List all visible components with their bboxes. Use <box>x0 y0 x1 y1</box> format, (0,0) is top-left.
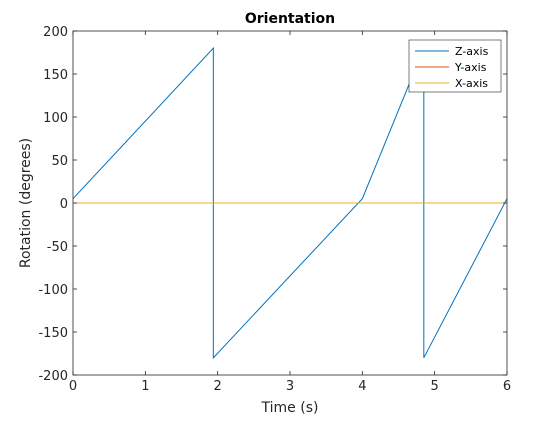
y-axis-label: Rotation (degrees) <box>18 138 34 268</box>
y-tick-label: 200 <box>43 25 68 40</box>
series-line-z-axis <box>72 46 508 360</box>
chart-title: Orientation <box>245 11 335 27</box>
x-ticks: 0 1 2 3 4 5 6 <box>69 31 511 394</box>
legend: Z-axis Y-axis X-axis <box>408 39 502 93</box>
plot-frame <box>72 30 508 376</box>
y-tick-label: -50 <box>47 240 68 255</box>
x-tick-label: 3 <box>286 379 294 394</box>
x-axis-label: Time (s) <box>261 400 319 416</box>
legend-label-x-axis: X-axis <box>455 77 488 90</box>
y-tick-label: -100 <box>38 283 68 298</box>
x-tick-label: 0 <box>69 379 77 394</box>
x-tick-label: 6 <box>503 379 511 394</box>
y-tick-label: 100 <box>43 111 68 126</box>
x-tick-label: 4 <box>358 379 366 394</box>
x-tick-label: 5 <box>431 379 439 394</box>
y-tick-label: 50 <box>51 154 68 169</box>
y-tick-label: 0 <box>60 197 68 212</box>
y-tick-label: -200 <box>38 369 68 384</box>
legend-label-z-axis: Z-axis <box>455 45 489 58</box>
x-tick-label: 1 <box>141 379 149 394</box>
series-layer <box>72 46 508 360</box>
x-tick-label: 2 <box>214 379 222 394</box>
y-tick-label: -150 <box>38 326 68 341</box>
y-tick-label: 150 <box>43 68 68 83</box>
legend-label-y-axis: Y-axis <box>454 61 487 74</box>
